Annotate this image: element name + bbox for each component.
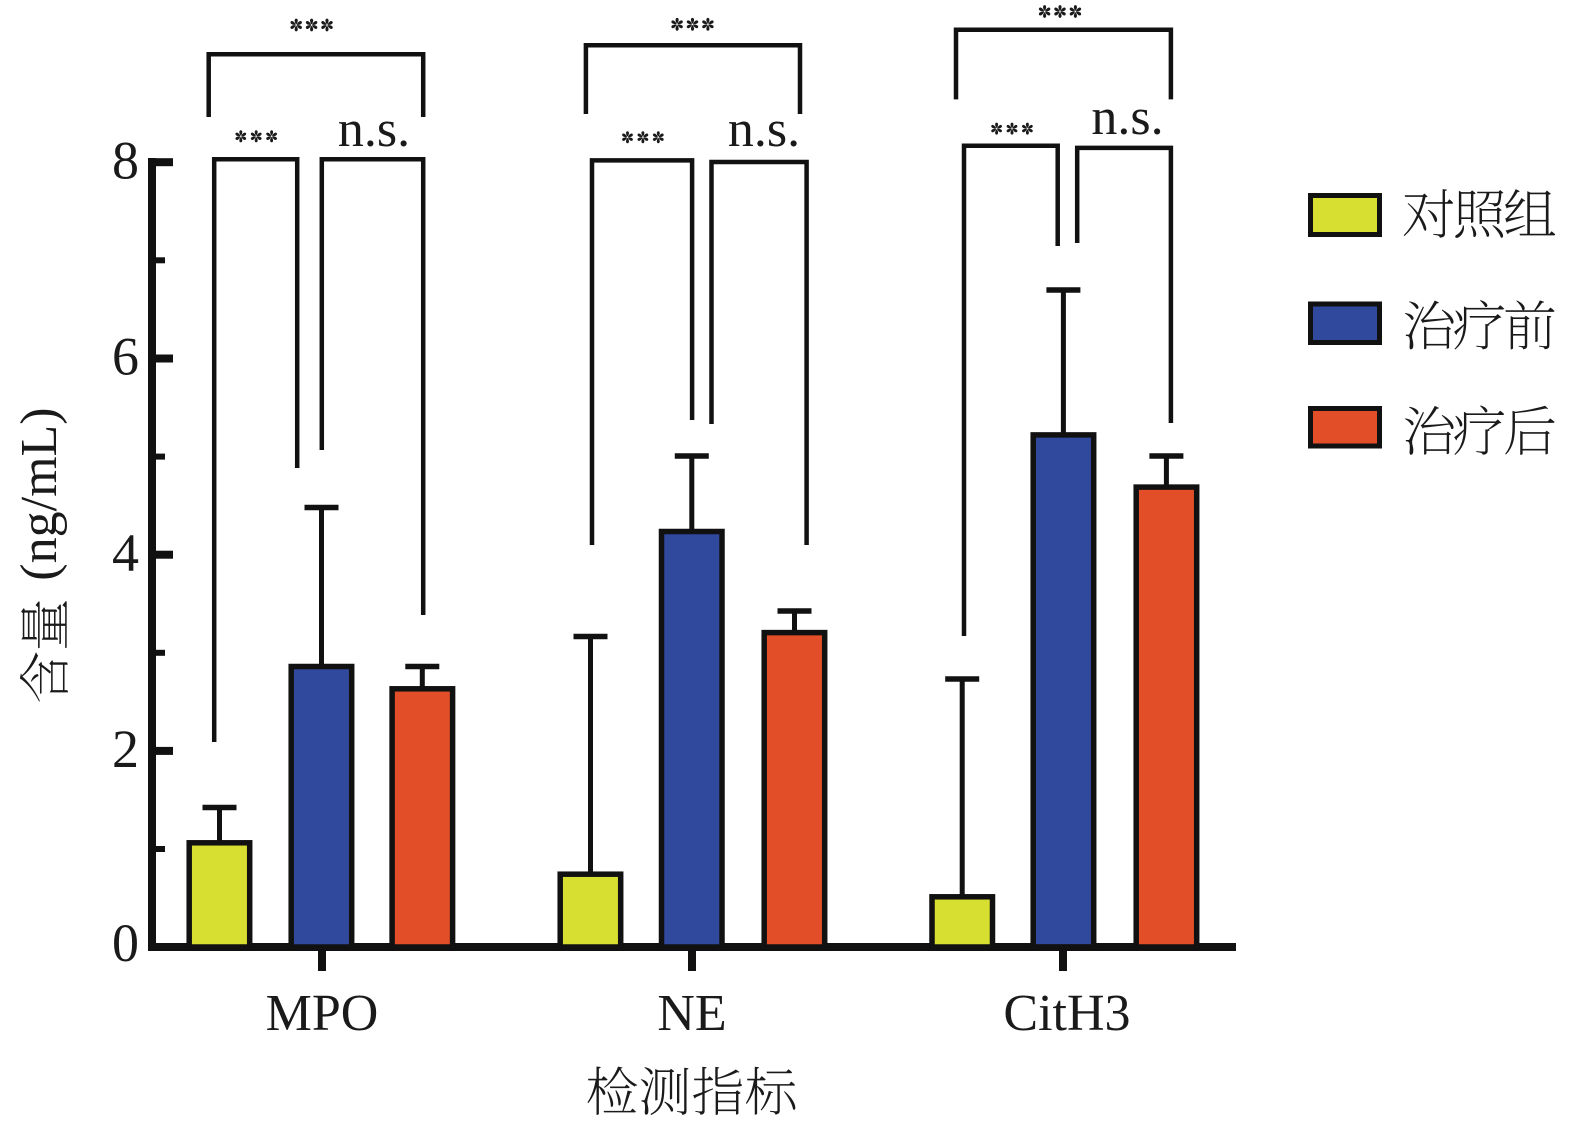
- svg-text:6: 6: [112, 327, 139, 387]
- svg-text:8: 8: [112, 130, 139, 190]
- svg-text:CitH3: CitH3: [1003, 985, 1130, 1042]
- svg-text:n.s.: n.s.: [1091, 89, 1163, 146]
- svg-text:MPO: MPO: [266, 985, 379, 1042]
- svg-text:n.s.: n.s.: [728, 101, 800, 158]
- svg-text:n.s.: n.s.: [338, 101, 410, 158]
- svg-text:NE: NE: [657, 985, 726, 1042]
- svg-text:(ng/mL): (ng/mL): [11, 407, 68, 580]
- svg-text:2: 2: [112, 719, 139, 779]
- svg-text:0: 0: [112, 913, 139, 973]
- svg-text:4: 4: [112, 523, 139, 583]
